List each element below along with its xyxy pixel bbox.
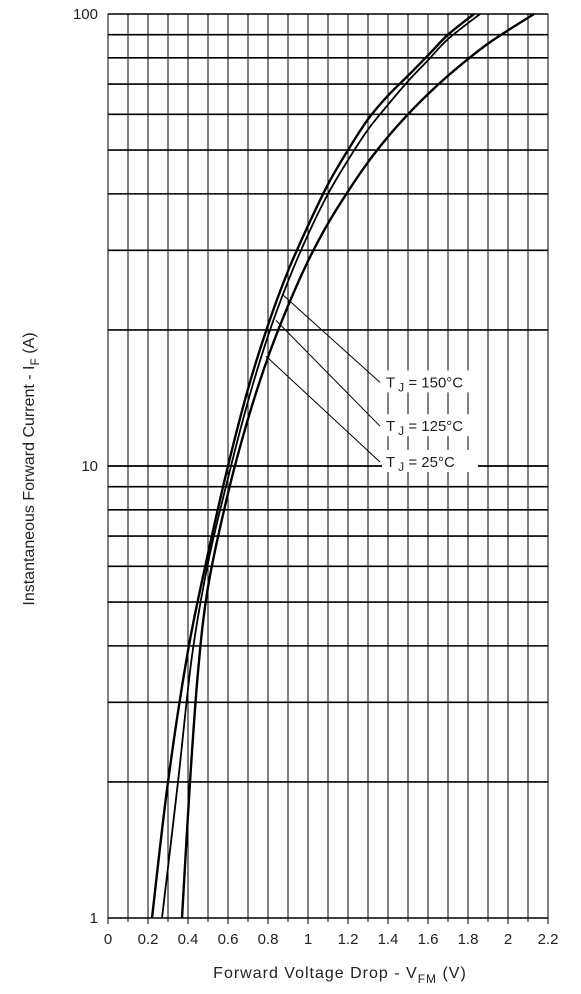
x-tick-label: 0.4	[178, 931, 199, 948]
x-axis-title: Forward Voltage Drop - VFM (V)	[213, 965, 467, 986]
x-tick-label: 2	[504, 931, 512, 948]
axis-ticks	[107, 912, 549, 924]
x-tick-label: 2.2	[538, 931, 559, 948]
series-label-background-1	[382, 414, 478, 437]
tick-labels: 0 0.2 0.4 0.6 0.8 1 1.2 1.4 1.6 1.8 2 2.2 1 10 100	[73, 6, 558, 948]
x-tick-label: 1.8	[458, 931, 479, 948]
series-curve-0	[150, 13, 475, 919]
series-curve-1	[161, 13, 481, 919]
series-label-background-2	[382, 450, 478, 472]
y-tick-label: 10	[81, 458, 98, 475]
x-tick-label: 1.6	[418, 931, 439, 948]
series-curves	[150, 12, 535, 919]
x-tick-label: 0.6	[218, 931, 239, 948]
x-tick-label: 1.4	[378, 931, 399, 948]
series-leader-line-1	[275, 320, 381, 427]
x-tick-label: 0.8	[258, 931, 279, 948]
x-axis-title-sub: FM	[418, 972, 437, 986]
x-tick-label: 0	[104, 931, 112, 948]
y-axis-title-main: Instantaneous Forward Current - I	[21, 366, 38, 606]
y-axis-title-sub: F	[28, 358, 42, 365]
series-label-background-0	[382, 370, 478, 393]
y-axis-title-unit: (A)	[21, 332, 38, 358]
grid	[107, 13, 549, 919]
series-leader-line-2	[265, 355, 381, 463]
series-leader-line-0	[281, 293, 381, 383]
y-axis-title: Instantaneous Forward Current - IF (A)	[21, 332, 42, 605]
y-tick-label: 1	[90, 910, 98, 927]
x-axis-title-main: Forward Voltage Drop - V	[213, 965, 418, 982]
x-tick-label: 1.2	[338, 931, 359, 948]
series-curve-2	[180, 12, 535, 919]
x-tick-label: 1	[304, 931, 312, 948]
x-axis-title-unit: (V)	[437, 965, 467, 982]
y-tick-label: 100	[73, 6, 98, 23]
x-tick-label: 0.2	[138, 931, 159, 948]
